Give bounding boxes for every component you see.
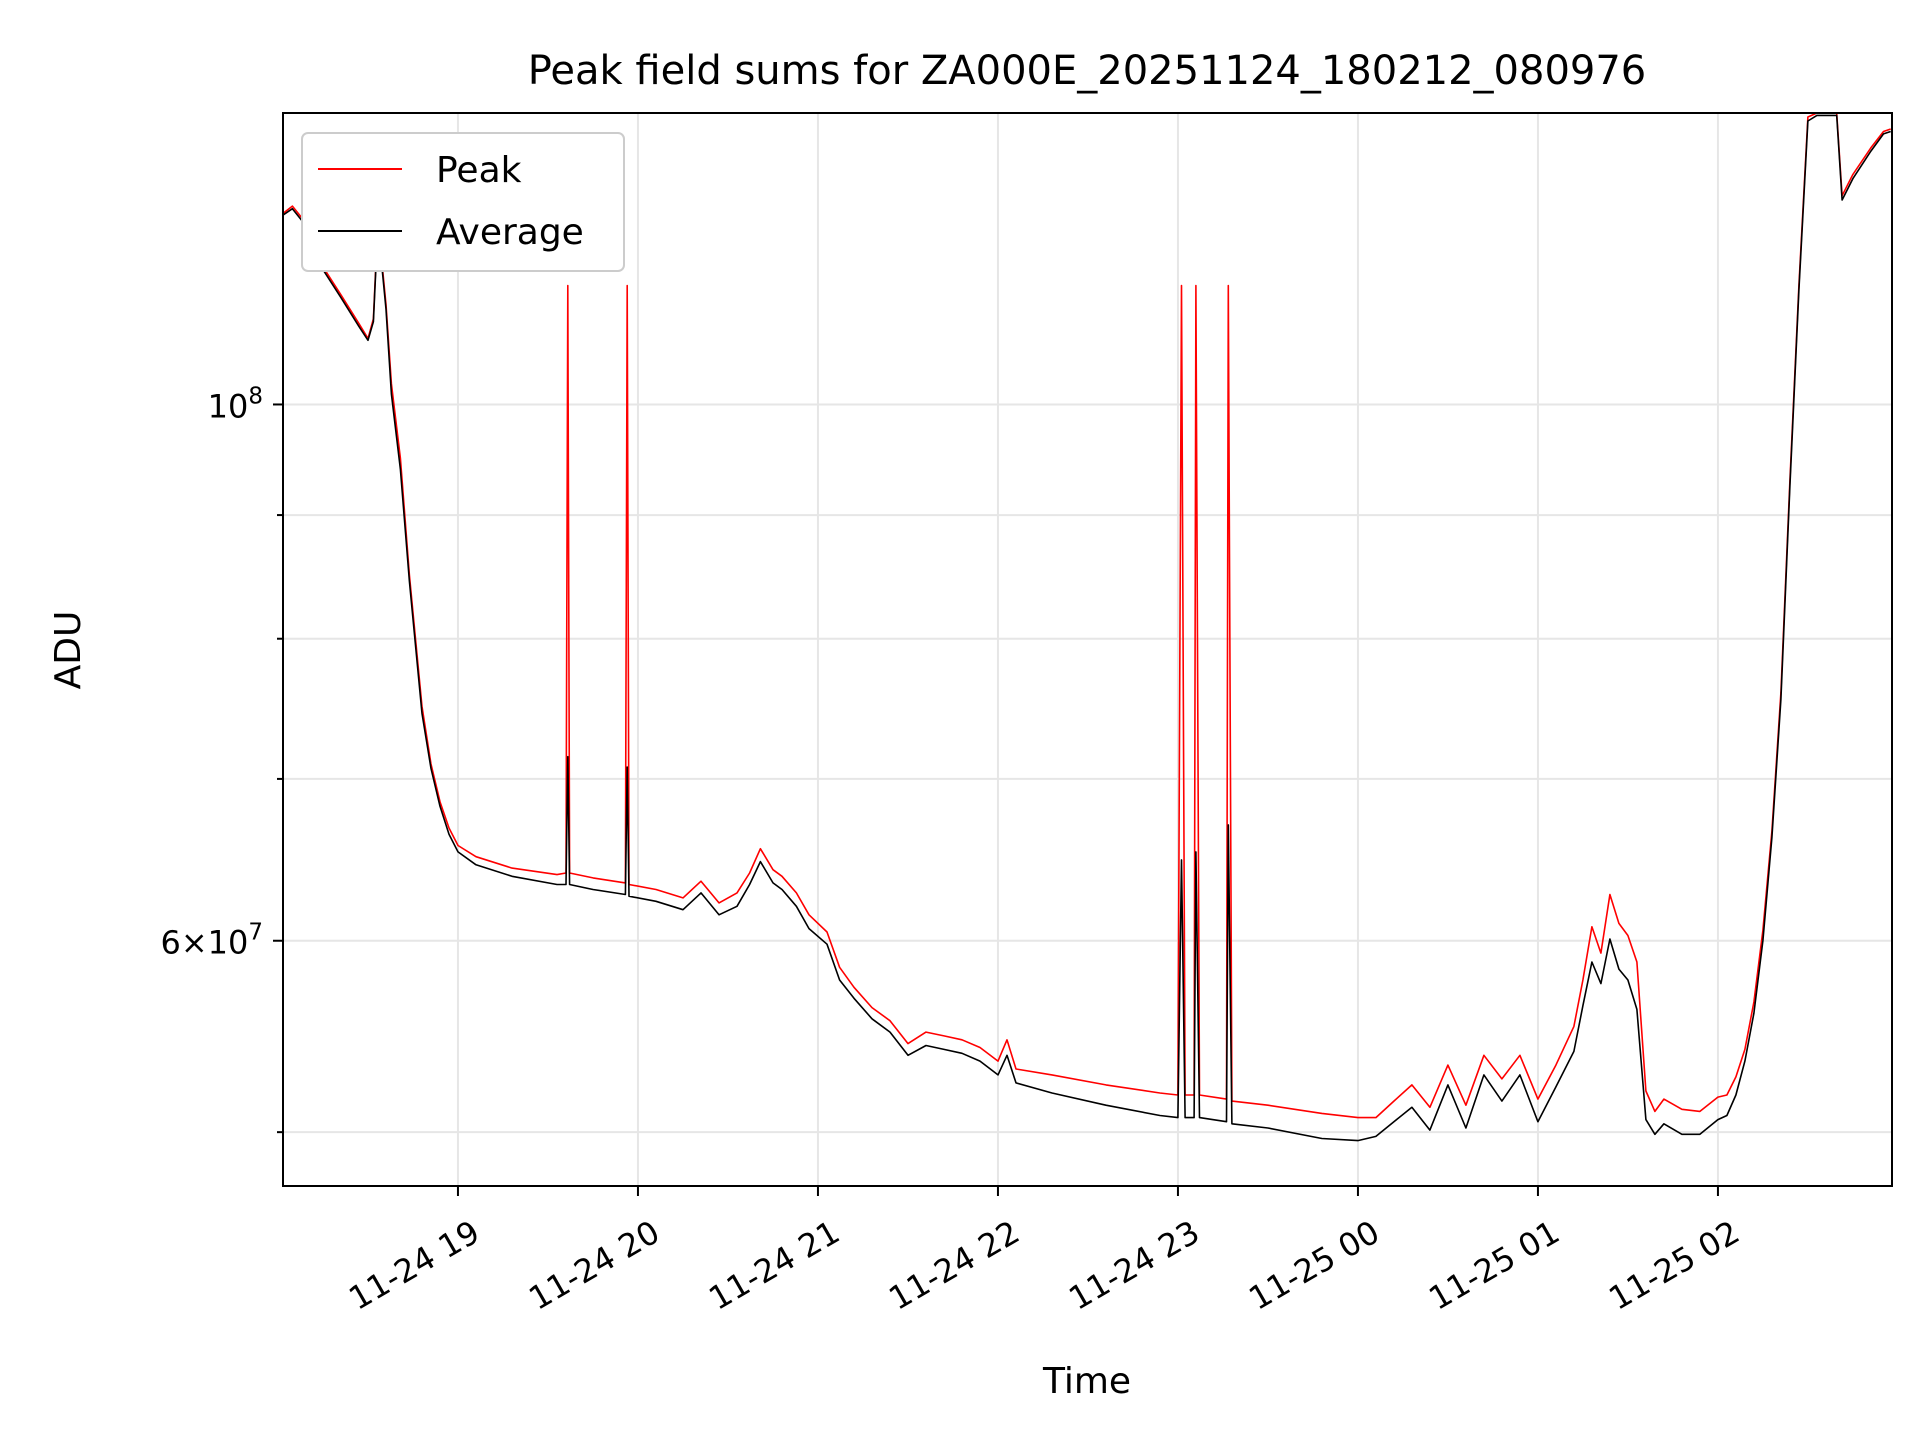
y-grid (283, 403, 1892, 1134)
plot-frame (282, 112, 1893, 1187)
series-line-peak (283, 113, 1891, 1119)
series-layer (283, 113, 1891, 1142)
legend-label-average: Average (436, 212, 584, 253)
y-axis-label: ADU (48, 611, 89, 690)
series-line-average (283, 114, 1891, 1142)
y-ticks: 108 6×107 (160, 383, 283, 1134)
legend-box (301, 132, 625, 272)
legend-label-peak: Peak (436, 150, 522, 191)
x-axis-label: Time (1042, 1361, 1131, 1402)
y-tick-label: 6×107 (160, 920, 263, 962)
chart-title: Peak field sums for ZA000E_20251124_1802… (528, 48, 1647, 94)
plot-background (283, 113, 1892, 1186)
legend: Peak Average (301, 132, 625, 272)
y-tick-label: 108 (208, 383, 263, 425)
